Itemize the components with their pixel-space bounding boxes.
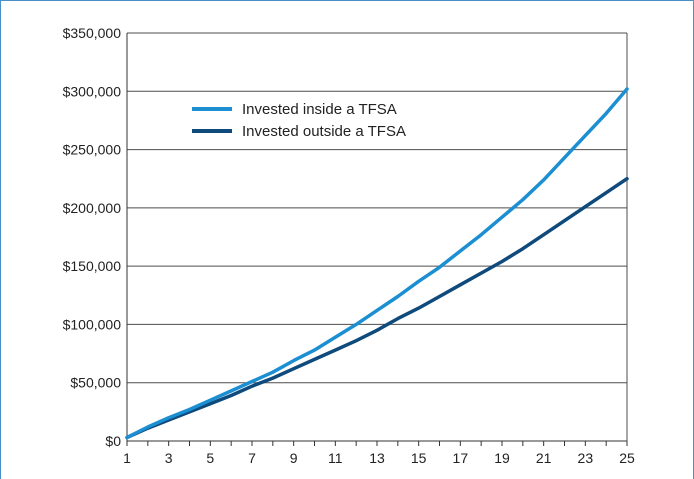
gridlines [127, 32, 627, 384]
y-tick-label: $250,000 [63, 142, 122, 158]
x-tick-label: 11 [328, 450, 343, 466]
legend: Invested inside a TFSA Invested outside a… [192, 101, 406, 140]
x-tick-label: 1 [123, 450, 131, 466]
x-tick-label: 21 [536, 450, 552, 466]
x-tick-label: 13 [369, 450, 385, 466]
x-tick-label: 25 [619, 450, 635, 466]
y-tick-label: $0 [105, 433, 121, 449]
y-tick-label: $150,000 [63, 258, 122, 274]
y-tick-label: $100,000 [63, 316, 122, 332]
y-tick-label: $350,000 [63, 25, 122, 41]
legend-label: Invested outside a TFSA [242, 123, 406, 140]
series-lines [125, 87, 629, 440]
y-tick-label: $50,000 [70, 375, 121, 391]
y-tick-label: $300,000 [63, 83, 122, 99]
y-axis-tick-labels: $0 $50,000 $100,000 $150,000 $200,000 $250,00… [63, 25, 122, 449]
x-tick-label: 15 [411, 450, 427, 466]
x-tick-label: 17 [453, 450, 469, 466]
x-tick-label: 19 [494, 450, 510, 466]
legend-label: Invested inside a TFSA [242, 101, 397, 118]
x-tick-label: 7 [248, 450, 256, 466]
x-tick-label: 5 [206, 450, 214, 466]
series-line-outside-tfsa [125, 176, 629, 440]
x-axis-tick-labels: 1 3 5 7 9 11 13 15 17 19 21 23 25 [123, 450, 635, 466]
x-tick-label: 23 [578, 450, 594, 466]
series-line-inside-tfsa [125, 87, 629, 440]
axes [126, 33, 628, 446]
y-tick-label: $200,000 [63, 200, 122, 216]
x-tick-label: 9 [290, 450, 298, 466]
x-tick-label: 3 [165, 450, 173, 466]
